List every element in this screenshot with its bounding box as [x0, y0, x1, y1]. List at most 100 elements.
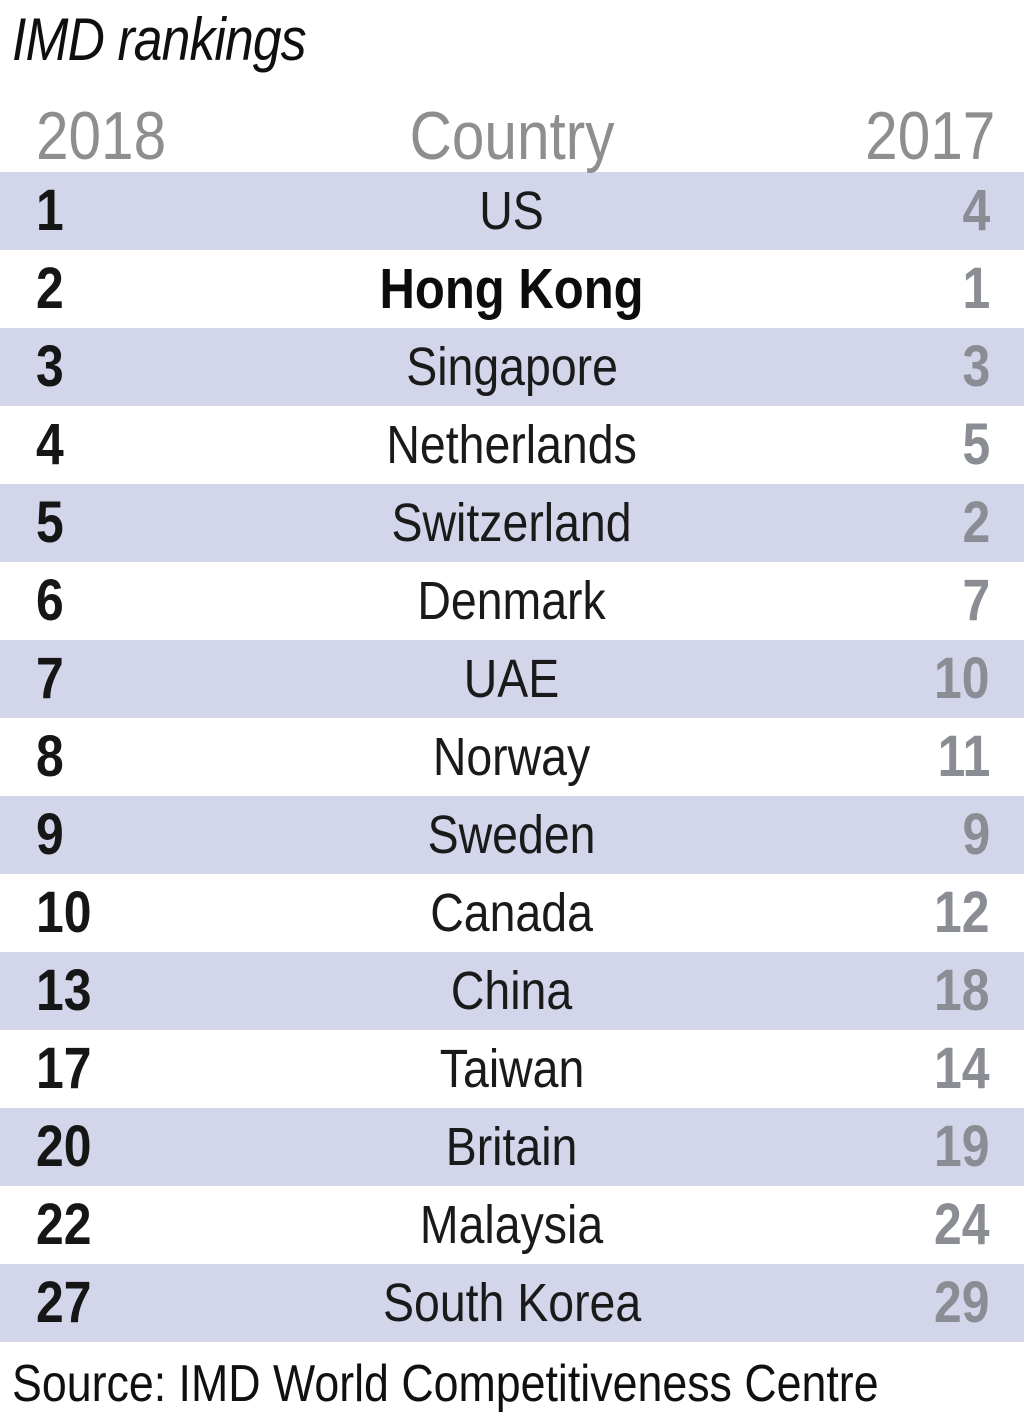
rank-2018-value: 20: [36, 1114, 92, 1179]
country-name: Hong Kong: [379, 256, 645, 321]
country-name: Canada: [430, 883, 594, 943]
country-name: Sweden: [428, 805, 596, 865]
rank-2017-value: 18: [934, 958, 990, 1023]
rank-2017-cell: 29: [844, 1274, 1024, 1332]
rank-2018-cell: 22: [0, 1196, 180, 1254]
rank-2018-value: 10: [36, 880, 92, 945]
country-name: Denmark: [417, 571, 607, 631]
rank-2017-value: 7: [962, 568, 990, 633]
country-cell: Malaysia: [180, 1198, 844, 1252]
rank-2017-cell: 3: [844, 338, 1024, 396]
rank-2018-cell: 3: [0, 338, 180, 396]
rank-2018-cell: 2: [0, 260, 180, 318]
rank-2018-value: 5: [36, 490, 64, 555]
rank-2017-cell: 10: [844, 650, 1024, 708]
rank-2018-cell: 7: [0, 650, 180, 708]
rank-2018-cell: 1: [0, 182, 180, 240]
rank-2017-value: 4: [962, 178, 990, 243]
rank-2017-cell: 19: [844, 1118, 1024, 1176]
country-cell: Singapore: [180, 340, 844, 394]
rank-2018-cell: 13: [0, 962, 180, 1020]
rank-2017-value: 19: [934, 1114, 990, 1179]
table-row: 13 China 18: [0, 952, 1024, 1030]
table-row: 4 Netherlands 5: [0, 406, 1024, 484]
country-cell: Britain: [180, 1120, 844, 1174]
table-row: 10 Canada 12: [0, 874, 1024, 952]
country-name: Malaysia: [420, 1195, 604, 1255]
rank-2018-value: 13: [36, 958, 92, 1023]
header-country: Country: [409, 98, 615, 175]
rank-2017-value: 14: [934, 1036, 990, 1101]
country-cell: US: [180, 184, 844, 238]
rank-2017-value: 3: [962, 334, 990, 399]
rank-2018-value: 4: [36, 412, 64, 477]
rank-2018-cell: 5: [0, 494, 180, 552]
table-row: 17 Taiwan 14: [0, 1030, 1024, 1108]
country-name: US: [479, 181, 545, 241]
rank-2017-cell: 1: [844, 260, 1024, 318]
rank-2018-value: 2: [36, 256, 64, 321]
country-cell: UAE: [180, 652, 844, 706]
table-row: 6 Denmark 7: [0, 562, 1024, 640]
rank-2017-cell: 24: [844, 1196, 1024, 1254]
country-cell: Taiwan: [180, 1042, 844, 1096]
table-row: 27 South Korea 29: [0, 1264, 1024, 1342]
country-cell: Denmark: [180, 574, 844, 628]
rank-2017-value: 11: [937, 724, 990, 789]
rank-2017-value: 10: [934, 646, 990, 711]
table-row: 9 Sweden 9: [0, 796, 1024, 874]
rank-2017-cell: 9: [844, 806, 1024, 864]
page-title: IMD rankings: [0, 0, 1024, 92]
country-cell: Canada: [180, 886, 844, 940]
country-name: Switzerland: [391, 493, 633, 553]
rank-2018-cell: 9: [0, 806, 180, 864]
rank-2017-value: 1: [962, 256, 990, 321]
table-row: 5 Switzerland 2: [0, 484, 1024, 562]
rank-2018-value: 6: [36, 568, 64, 633]
rank-2018-value: 8: [36, 724, 64, 789]
source-note: Source: IMD World Competitiveness Centre: [0, 1342, 1024, 1410]
country-cell: Norway: [180, 730, 844, 784]
rank-2018-cell: 4: [0, 416, 180, 474]
table-row: 20 Britain 19: [0, 1108, 1024, 1186]
country-name: Norway: [433, 727, 591, 787]
rank-2018-value: 22: [36, 1192, 92, 1257]
rank-2017-cell: 18: [844, 962, 1024, 1020]
rank-2018-cell: 17: [0, 1040, 180, 1098]
table-row: 22 Malaysia 24: [0, 1186, 1024, 1264]
country-name: Singapore: [406, 337, 618, 397]
rank-2018-cell: 27: [0, 1274, 180, 1332]
rank-2018-cell: 20: [0, 1118, 180, 1176]
table-row: 2 Hong Kong 1: [0, 250, 1024, 328]
table-row: 7 UAE 10: [0, 640, 1024, 718]
rank-2017-value: 2: [962, 490, 990, 555]
rank-2018-value: 3: [36, 334, 64, 399]
rank-2018-value: 27: [36, 1270, 92, 1335]
country-name: South Korea: [382, 1273, 642, 1333]
rank-2017-value: 29: [934, 1270, 990, 1335]
country-cell: Hong Kong: [180, 256, 844, 321]
header-2018: 2018: [36, 98, 167, 175]
country-name: China: [451, 961, 573, 1021]
rank-2018-value: 17: [36, 1036, 92, 1101]
country-name: Taiwan: [439, 1039, 585, 1099]
ranking-table: 1 US 4 2 Hong Kong 1 3 Singapore 3 4 Netherlands 5 5…: [0, 172, 1024, 1342]
rank-2018-value: 1: [36, 178, 64, 243]
page-title-text: IMD rankings: [12, 6, 306, 73]
country-cell: South Korea: [180, 1276, 844, 1330]
rank-2018-value: 9: [36, 802, 64, 867]
rank-2018-cell: 6: [0, 572, 180, 630]
rank-2017-value: 12: [934, 880, 990, 945]
rank-2017-value: 24: [934, 1192, 990, 1257]
source-note-text: Source: IMD World Competitiveness Centre: [12, 1355, 879, 1413]
rank-2017-cell: 11: [844, 728, 1024, 786]
rank-2017-cell: 7: [844, 572, 1024, 630]
rank-2017-value: 9: [962, 802, 990, 867]
rank-2017-cell: 14: [844, 1040, 1024, 1098]
country-cell: China: [180, 964, 844, 1018]
rank-2018-cell: 10: [0, 884, 180, 942]
rank-2017-value: 5: [962, 412, 990, 477]
table-header: 2018 Country 2017: [0, 92, 1024, 172]
rank-2017-cell: 4: [844, 182, 1024, 240]
table-row: 1 US 4: [0, 172, 1024, 250]
